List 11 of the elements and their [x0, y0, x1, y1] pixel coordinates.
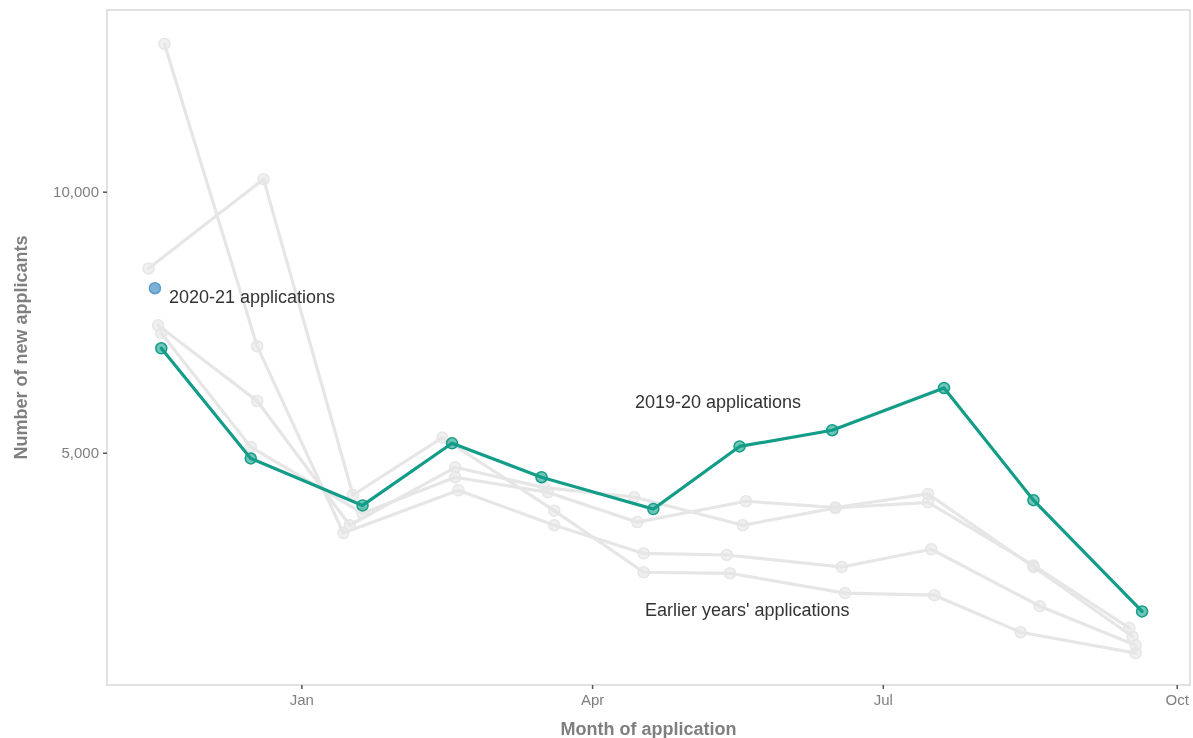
x-tick-label: Oct	[1165, 691, 1190, 708]
annotation: 2019-20 applications	[635, 392, 802, 413]
y-axis-title: Number of new applicants	[11, 235, 31, 460]
annotation: Earlier years' applications	[645, 600, 850, 621]
y-tick-label: 10,000	[53, 183, 99, 201]
y-tick-label: 5,000	[61, 444, 99, 462]
annotation: 2020-21 applications	[169, 287, 336, 308]
x-axis-title: Month of application	[560, 719, 737, 738]
x-tick-label: Apr	[580, 691, 605, 708]
x-tick-label: Jan	[289, 691, 314, 708]
x-tick-label: Jul	[873, 691, 893, 708]
